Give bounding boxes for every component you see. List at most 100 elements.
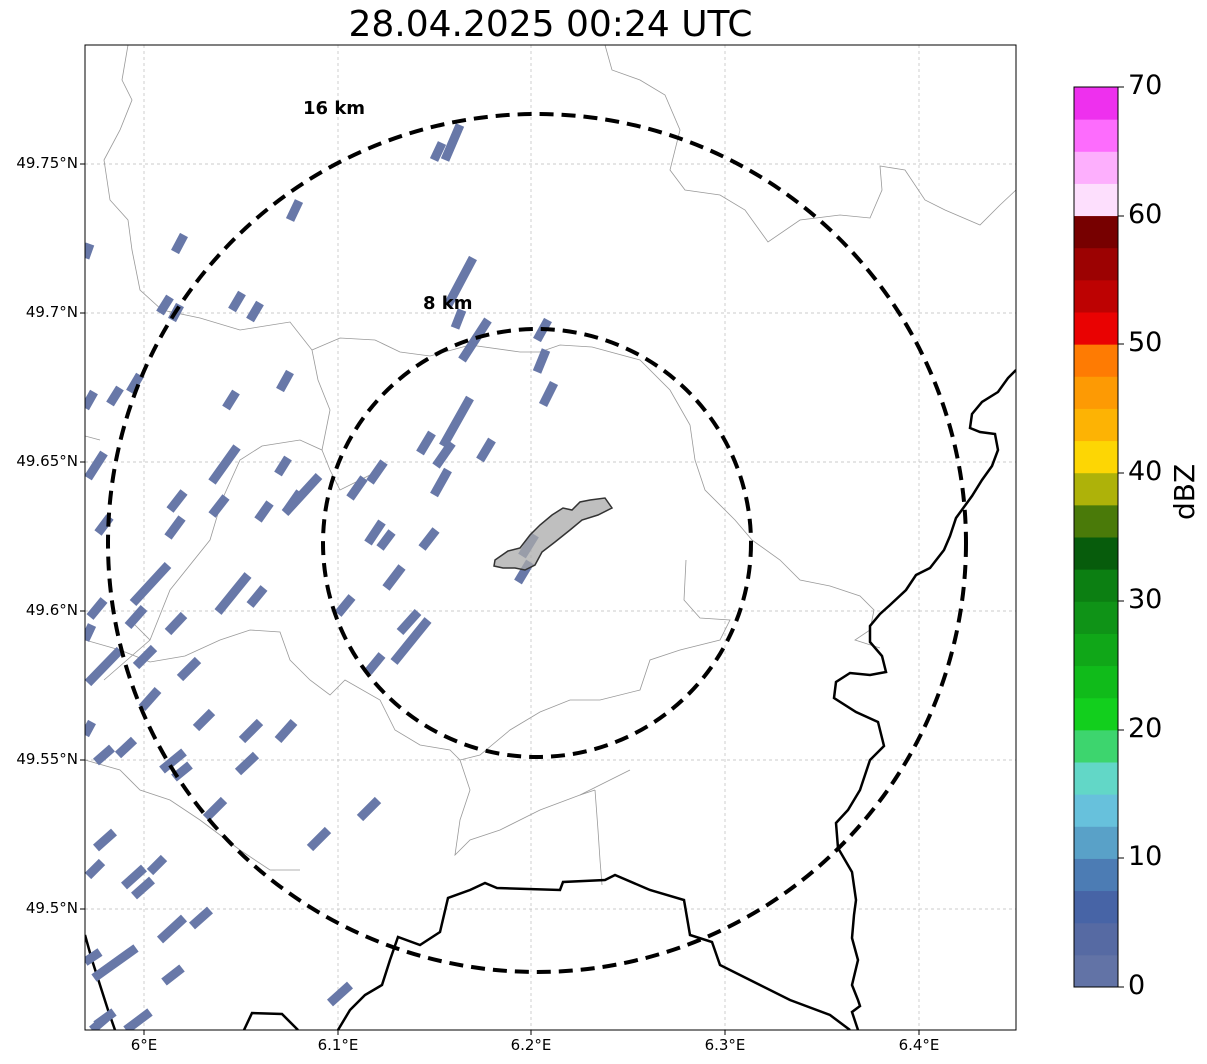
range-rings [106,112,968,974]
radar-echo [86,597,108,620]
radar-echo [306,826,332,852]
colorbar-segment [1074,665,1118,699]
radar-echo [376,529,396,551]
radar-echo [89,1014,109,1030]
colorbar-segment [1074,87,1118,120]
radar-echo [93,744,115,766]
ring-16km [106,112,968,974]
radar-echo [458,317,492,363]
y-tick-label: 49.6°N [25,601,78,619]
radar-echo [214,572,252,615]
radar-echo [532,348,551,374]
radar-echo [85,948,103,966]
colorbar-tick-label: 40 [1128,456,1163,487]
x-tick-label: 6°E [130,1036,158,1054]
colorbar-segment [1074,215,1118,249]
colorbar-segment [1074,247,1118,281]
radar-echo [282,489,304,515]
radar-echo [85,242,95,260]
radar-echo [390,617,432,665]
x-tick-label: 6.3°E [704,1036,746,1054]
colorbar-label: dBZ [1168,463,1201,520]
radar-echo [114,736,138,759]
radar-echo [124,605,148,629]
radar-echo [274,455,292,477]
radar-echo [159,748,187,774]
y-tick-label: 49.65°N [16,452,78,470]
radar-echo [85,389,98,411]
radar-echo [366,459,388,485]
colorbar-segment [1074,344,1118,377]
commune-borders [85,45,1016,886]
radar-echo [91,944,139,982]
radar-echo [131,876,155,900]
x-tick-label: 6.1°E [317,1036,359,1054]
ring-label-16km: 16 km [303,98,366,119]
colorbar-segment [1074,762,1118,795]
colorbar-tick-label: 30 [1128,584,1163,615]
radar-echo [396,608,422,636]
radar-echo [285,199,304,222]
radar-echo [164,515,186,540]
radar-echo [93,828,117,852]
ring-8km [321,327,753,759]
y-tick-label: 49.55°N [16,750,78,768]
radar-echo [476,437,496,463]
radar-echo [123,1008,153,1030]
radar-echo [274,719,298,743]
radar-echo [416,430,436,456]
radar-echo [382,564,406,591]
radar-echo [364,652,386,675]
radar-echo [85,719,96,738]
colorbar-segment [1074,794,1118,827]
radar-echo [364,519,386,546]
radar-echo [146,854,168,876]
radar-echo [444,255,477,308]
radar-echo [246,585,268,608]
x-tick-label: 6.4°E [898,1036,940,1054]
colorbar-segment [1074,376,1118,409]
radar-echo [440,123,465,162]
radar-echo [85,450,108,481]
radar-echo [450,308,467,330]
colorbar-segment [1074,633,1118,667]
colorbar-segment [1074,890,1118,924]
map-title: 28.04.2025 00:24 UTC [348,4,753,45]
radar-echo [192,708,216,732]
radar-echo [85,623,97,642]
x-tick-label: 6.2°E [510,1036,552,1054]
highlighted-area [493,497,614,571]
colorbar-tick-label: 20 [1128,713,1163,744]
colorbar-segment [1074,440,1118,474]
colorbar-segment [1074,729,1118,763]
radar-echo [430,467,452,498]
radar-echo [138,687,162,711]
radar-echo [156,294,174,316]
radar-echo [334,594,356,617]
colorbar-segment [1074,858,1118,892]
radar-echo [85,646,124,687]
radar-echo [246,300,264,323]
radar-echo [222,389,240,411]
colorbar-tick-label: 10 [1128,841,1163,872]
colorbar-segment [1074,408,1118,442]
colorbar-segment [1074,151,1118,184]
radar-echo [276,369,294,393]
colorbar-segment [1074,922,1118,956]
radar-echo [418,527,440,551]
y-tick-label: 49.75°N [16,154,78,172]
radar-echo [228,290,246,313]
radar-echo [85,858,106,880]
radar-echo [254,500,274,523]
y-tick-label: 49.7°N [25,303,78,321]
radar-echo [132,644,158,670]
colorbar-tick-label: 70 [1128,70,1163,101]
radar-echo [176,656,202,682]
y-tick-label: 49.5°N [25,899,78,917]
ring-label-8km: 8 km [423,293,473,314]
radar-echo [166,489,188,513]
colorbar-segment [1074,119,1118,152]
tick-marks [80,163,920,1035]
colorbar-segment [1074,472,1118,506]
